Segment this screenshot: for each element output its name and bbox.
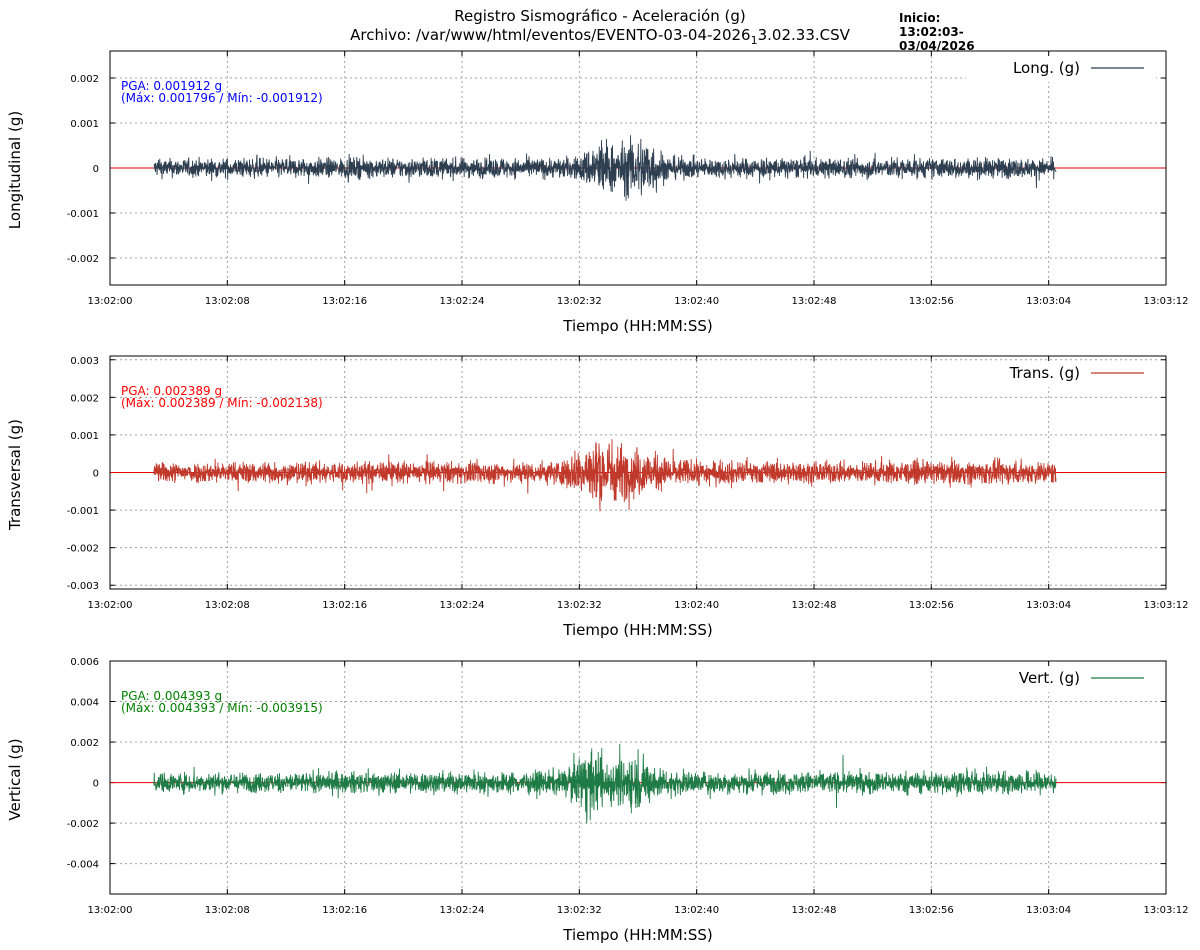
x-tick-label: 13:02:00 (88, 600, 133, 611)
y-tick-label: -0.002 (67, 819, 99, 830)
y-tick-label: -0.004 (67, 860, 99, 871)
x-tick-label: 13:02:40 (674, 905, 719, 916)
x-tick-label: 13:02:56 (909, 296, 954, 307)
y-tick-label: -0.003 (67, 581, 99, 592)
x-tick-label: 13:02:24 (440, 600, 485, 611)
y-axis-label: Longitudinal (g) (6, 111, 24, 229)
pga-annotation: PGA: 0.002389 g (121, 384, 222, 398)
figure-title-line1: Registro Sismográfico - Aceleración (g) (454, 7, 746, 25)
signal-trace (153, 439, 1057, 512)
x-tick-label: 13:02:24 (440, 296, 485, 307)
y-tick-label: -0.001 (67, 209, 99, 220)
x-axis-label: Tiempo (HH:MM:SS) (562, 926, 712, 944)
x-tick-label: 13:03:12 (1144, 905, 1189, 916)
pga-range-annotation: (Máx: 0.004393 / Mín: -0.003915) (121, 701, 323, 715)
signal-trace (153, 135, 1057, 201)
y-tick-label: 0.002 (70, 393, 99, 404)
x-tick-label: 13:02:24 (440, 905, 485, 916)
x-axis-label: Tiempo (HH:MM:SS) (562, 317, 712, 335)
y-tick-label: 0 (93, 469, 99, 480)
figure-title-line2: Archivo: /var/www/html/eventos/EVENTO-03… (0, 26, 1200, 47)
y-axis-label: Vertical (g) (6, 738, 24, 820)
x-tick-label: 13:02:56 (909, 905, 954, 916)
legend-label: Long. (g) (1013, 59, 1080, 77)
x-tick-label: 13:02:32 (557, 296, 602, 307)
y-tick-label: 0.003 (70, 356, 99, 367)
start-time-label: Inicio: 13:02:03-03/04/2026 (899, 11, 975, 53)
x-tick-label: 13:02:16 (322, 905, 367, 916)
legend-box (966, 361, 1156, 387)
x-tick-label: 13:02:08 (205, 905, 250, 916)
y-tick-label: 0.006 (70, 657, 99, 668)
x-tick-label: 13:03:12 (1144, 296, 1189, 307)
plot-frame (109, 355, 1167, 590)
x-tick-label: 13:03:04 (1026, 296, 1071, 307)
y-tick-label: 0.001 (70, 119, 99, 130)
file-path-subscript: 1 (750, 34, 758, 47)
y-tick-label: 0.004 (70, 698, 99, 709)
legend-box (966, 56, 1156, 82)
chart-panel-2: 13:02:00 13:02:08 13:02:16 13:02:24 13:02:32… (6, 355, 1189, 639)
chart-panel-1: 13:02:00 13:02:08 13:02:16 13:02:24 13:02:32… (6, 50, 1189, 335)
x-tick-label: 13:02:48 (792, 905, 837, 916)
y-axis-label: Transversal (g) (6, 419, 24, 531)
x-tick-label: 13:02:48 (792, 600, 837, 611)
x-tick-label: 13:02:40 (674, 296, 719, 307)
pga-annotation: PGA: 0.004393 g (121, 689, 222, 703)
x-tick-label: 13:02:16 (322, 600, 367, 611)
pga-annotation: PGA: 0.001912 g (121, 79, 222, 93)
y-tick-label: -0.001 (67, 506, 99, 517)
file-path-suffix: 3.02.33.CSV (757, 26, 850, 44)
y-tick-label: 0.002 (70, 74, 99, 85)
x-axis-label: Tiempo (HH:MM:SS) (562, 621, 712, 639)
x-tick-label: 13:02:40 (674, 600, 719, 611)
plot-frame (109, 50, 1167, 286)
signal-trace (153, 743, 1057, 824)
x-tick-label: 13:02:08 (205, 296, 250, 307)
x-tick-label: 13:02:00 (88, 905, 133, 916)
x-tick-label: 13:02:32 (557, 905, 602, 916)
file-path-prefix: Archivo: /var/www/html/eventos/EVENTO-03… (350, 26, 751, 44)
y-tick-label: -0.002 (67, 254, 99, 265)
pga-range-annotation: (Máx: 0.002389 / Mín: -0.002138) (121, 396, 323, 410)
x-tick-label: 13:02:56 (909, 600, 954, 611)
chart-panel-3: 13:02:00 13:02:08 13:02:16 13:02:24 13:02:32… (6, 657, 1188, 944)
plot-frame (109, 660, 1167, 895)
x-tick-label: 13:03:12 (1144, 600, 1189, 611)
x-tick-label: 13:03:04 (1026, 600, 1071, 611)
y-tick-label: -0.002 (67, 544, 99, 555)
y-tick-label: 0 (93, 779, 99, 790)
y-tick-label: 0.001 (70, 431, 99, 442)
x-tick-label: 13:02:08 (205, 600, 250, 611)
x-tick-label: 13:03:04 (1026, 905, 1071, 916)
legend-label: Vert. (g) (1019, 669, 1080, 687)
legend-box (966, 666, 1156, 692)
pga-range-annotation: (Máx: 0.001796 / Mín: -0.001912) (121, 91, 323, 105)
x-tick-label: 13:02:32 (557, 600, 602, 611)
legend-label: Trans. (g) (1009, 364, 1080, 382)
x-tick-label: 13:02:00 (88, 296, 133, 307)
y-tick-label: 0 (93, 164, 99, 175)
x-tick-label: 13:02:48 (792, 296, 837, 307)
figure-title: Registro Sismográfico - Aceleración (g) … (0, 7, 1200, 47)
x-tick-label: 13:02:16 (322, 296, 367, 307)
y-tick-label: 0.002 (70, 738, 99, 749)
